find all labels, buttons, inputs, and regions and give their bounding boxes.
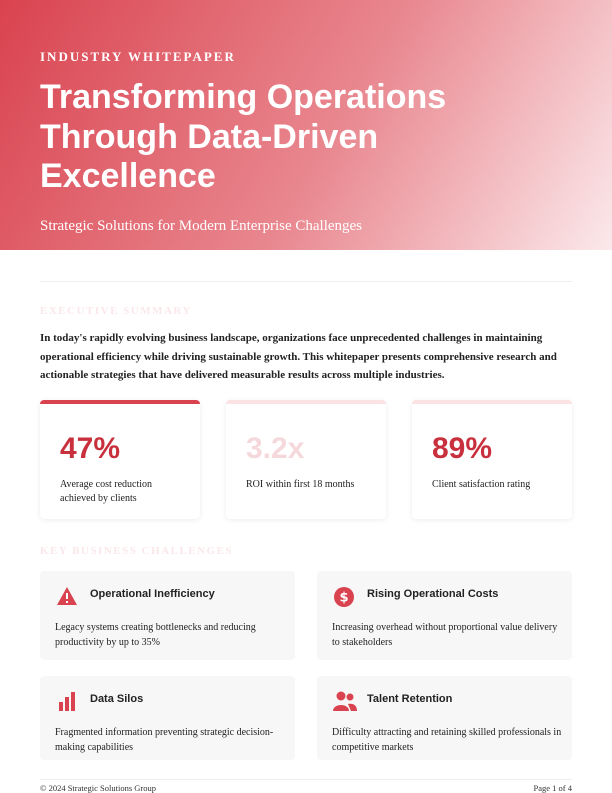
stat-card: 3.2x ROI within first 18 months xyxy=(226,400,386,519)
challenge-title: Data Silos xyxy=(90,693,144,705)
stat-card: 47% Average cost reduction achieved by c… xyxy=(40,400,200,519)
challenge-text: Legacy systems creating bottlenecks and … xyxy=(55,622,256,648)
section-heading: EXECUTIVE SUMMARY xyxy=(40,305,192,317)
cost-icon: $ xyxy=(334,587,354,607)
people-icon xyxy=(333,691,357,711)
challenge-card: Data Silos Fragmented information preven… xyxy=(40,676,295,760)
header-label: INDUSTRY WHITEPAPER xyxy=(40,49,236,64)
header-title: Transforming Operations Through Data-Dri… xyxy=(40,78,446,197)
section-heading: KEY BUSINESS CHALLENGES xyxy=(40,545,234,557)
summary-text: In today's rapidly evolving business lan… xyxy=(40,332,557,381)
challenge-text: Fragmented information preventing strate… xyxy=(55,727,274,753)
stat-value: 3.2x xyxy=(246,432,305,465)
stat-label: ROI within first 18 months xyxy=(246,479,355,490)
challenge-card: Talent Retention Difficulty attracting a… xyxy=(317,676,572,760)
challenge-text: Increasing overhead without proportional… xyxy=(332,622,558,648)
chart-icon xyxy=(59,692,75,711)
challenge-title: Talent Retention xyxy=(367,693,453,705)
stat-label: Client satisfaction rating xyxy=(432,479,531,490)
title-line: Through Data-Driven xyxy=(40,117,379,156)
stat-value: 47% xyxy=(60,432,121,465)
divider xyxy=(40,779,572,780)
warning-icon xyxy=(57,587,77,605)
challenge-title: Rising Operational Costs xyxy=(367,588,499,600)
challenge-card: Operational Inefficiency Legacy systems … xyxy=(40,571,295,660)
footer-left: © 2024 Strategic Solutions Group xyxy=(40,783,157,793)
title-line: Transforming Operations xyxy=(40,78,447,116)
challenge-card: $ Rising Operational Costs Increasing ov… xyxy=(317,571,572,660)
challenge-title: Operational Inefficiency xyxy=(90,588,215,600)
title-line: Excellence xyxy=(40,157,216,195)
header-banner: INDUSTRY WHITEPAPER Transforming Operati… xyxy=(0,0,612,250)
challenge-text: Difficulty attracting and retaining skil… xyxy=(332,727,562,753)
footer-right: Page 1 of 4 xyxy=(533,783,572,793)
divider xyxy=(40,281,572,282)
stat-value: 89% xyxy=(432,432,493,465)
stat-label: Average cost reduction achieved by clien… xyxy=(60,479,152,504)
svg-text:$: $ xyxy=(339,591,348,606)
stat-card: 89% Client satisfaction rating xyxy=(412,400,572,519)
header-subtitle: Strategic Solutions for Modern Enterpris… xyxy=(40,218,363,234)
